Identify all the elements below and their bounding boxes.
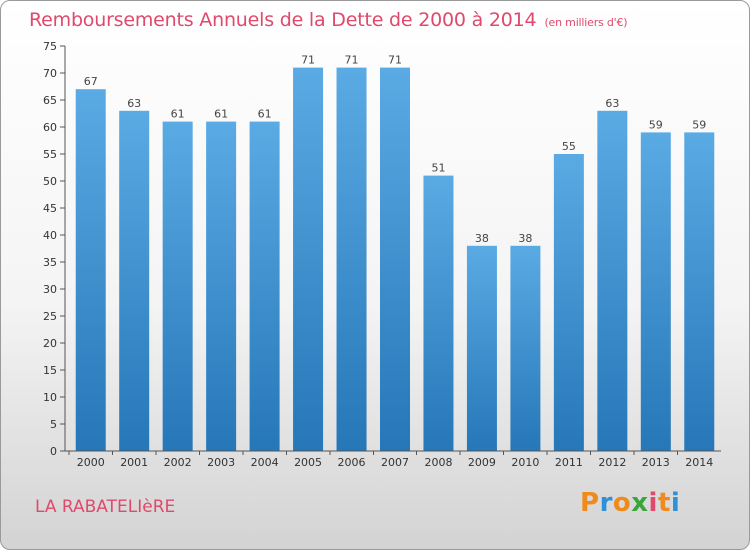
value-label-2007: 71 — [388, 54, 402, 67]
bar-2012 — [597, 110, 628, 452]
x-tick-label-2005: 2005 — [294, 456, 322, 469]
bar-2002 — [162, 121, 193, 451]
x-tick-label-2000: 2000 — [77, 456, 105, 469]
value-label-2001: 63 — [127, 97, 141, 110]
value-label-2005: 71 — [301, 54, 315, 67]
x-tick-label-2010: 2010 — [511, 456, 539, 469]
x-tick-label-2002: 2002 — [164, 456, 192, 469]
x-tick-label-2014: 2014 — [685, 456, 713, 469]
y-tick-label: 30 — [43, 283, 57, 296]
bars: 67 63 61 61 61 71 71 71 51 38 38 55 63 59 59 — [75, 54, 715, 452]
bar-2006 — [336, 67, 367, 451]
logo-letter: o — [612, 488, 632, 518]
logo-letter: i — [670, 488, 681, 518]
y-tick-label: 20 — [43, 337, 57, 350]
y-tick-label: 75 — [43, 40, 57, 53]
y-tick-label: 25 — [43, 310, 57, 323]
bar-2001 — [119, 110, 150, 452]
bar-2009 — [466, 245, 497, 451]
y-tick-label: 60 — [43, 121, 57, 134]
value-label-2014: 59 — [692, 118, 706, 131]
y-tick-label: 65 — [43, 94, 57, 107]
bar-2007 — [380, 67, 410, 451]
x-tick-label-2011: 2011 — [555, 456, 583, 469]
y-tick-label: 40 — [43, 229, 57, 242]
commune-name: LA RABATELIèRE — [35, 497, 176, 517]
bar-2013 — [640, 132, 671, 451]
x-tick-label-2012: 2012 — [598, 456, 626, 469]
bar-2005 — [293, 67, 324, 451]
value-label-2003: 61 — [214, 108, 228, 121]
bar-2003 — [206, 121, 237, 451]
x-axis-ticks: 2000 2001 2002 2003 2004 2005 2006 2007 2008 2009… — [68, 451, 713, 469]
y-tick-label: 45 — [43, 202, 57, 215]
value-label-2008: 51 — [431, 162, 445, 175]
bar-2008 — [423, 175, 454, 451]
y-tick-label: 55 — [43, 148, 57, 161]
x-tick-label-2003: 2003 — [207, 456, 235, 469]
y-tick-label: 15 — [43, 364, 57, 377]
value-label-2011: 55 — [562, 140, 576, 153]
y-axis-ticks: 0 5 10 15 20 25 30 35 40 45 50 55 60 65 70 75 — [43, 40, 65, 458]
value-label-2010: 38 — [518, 232, 532, 245]
x-tick-label-2013: 2013 — [642, 456, 670, 469]
chart-title: Remboursements Annuels de la Dette de 20… — [29, 9, 628, 31]
y-tick-label: 35 — [43, 256, 57, 269]
bar-2010 — [510, 245, 541, 451]
y-tick-label: 5 — [50, 418, 57, 431]
logo-letter: t — [657, 488, 671, 518]
chart-title-text: Remboursements Annuels de la Dette de 20… — [29, 9, 537, 31]
x-tick-label-2001: 2001 — [120, 456, 148, 469]
bar-2000 — [75, 89, 106, 451]
bar-2004 — [249, 121, 280, 451]
x-tick-label-2008: 2008 — [424, 456, 452, 469]
x-tick-label-2006: 2006 — [338, 456, 366, 469]
proxiti-logo: Proxiti — [580, 488, 680, 518]
x-tick-label-2007: 2007 — [381, 456, 409, 469]
x-tick-label-2004: 2004 — [251, 456, 279, 469]
logo-letter: x — [631, 488, 649, 518]
bar-2011 — [553, 154, 584, 451]
value-label-2013: 59 — [649, 118, 663, 131]
y-tick-label: 50 — [43, 175, 57, 188]
value-label-2006: 71 — [345, 54, 359, 67]
y-tick-label: 0 — [50, 445, 57, 458]
logo-letter: i — [648, 488, 658, 518]
chart-subtitle: (en milliers d'€) — [544, 16, 628, 29]
logo-letter: r — [599, 488, 613, 518]
value-label-2002: 61 — [171, 108, 185, 121]
bar-2014 — [684, 132, 715, 451]
logo-letter: P — [580, 488, 600, 518]
y-tick-label: 70 — [43, 67, 57, 80]
y-tick-label: 10 — [43, 391, 57, 404]
x-tick-label-2009: 2009 — [468, 456, 496, 469]
value-label-2004: 61 — [258, 108, 272, 121]
value-label-2012: 63 — [605, 97, 619, 110]
value-label-2000: 67 — [84, 75, 98, 88]
value-label-2009: 38 — [475, 232, 489, 245]
